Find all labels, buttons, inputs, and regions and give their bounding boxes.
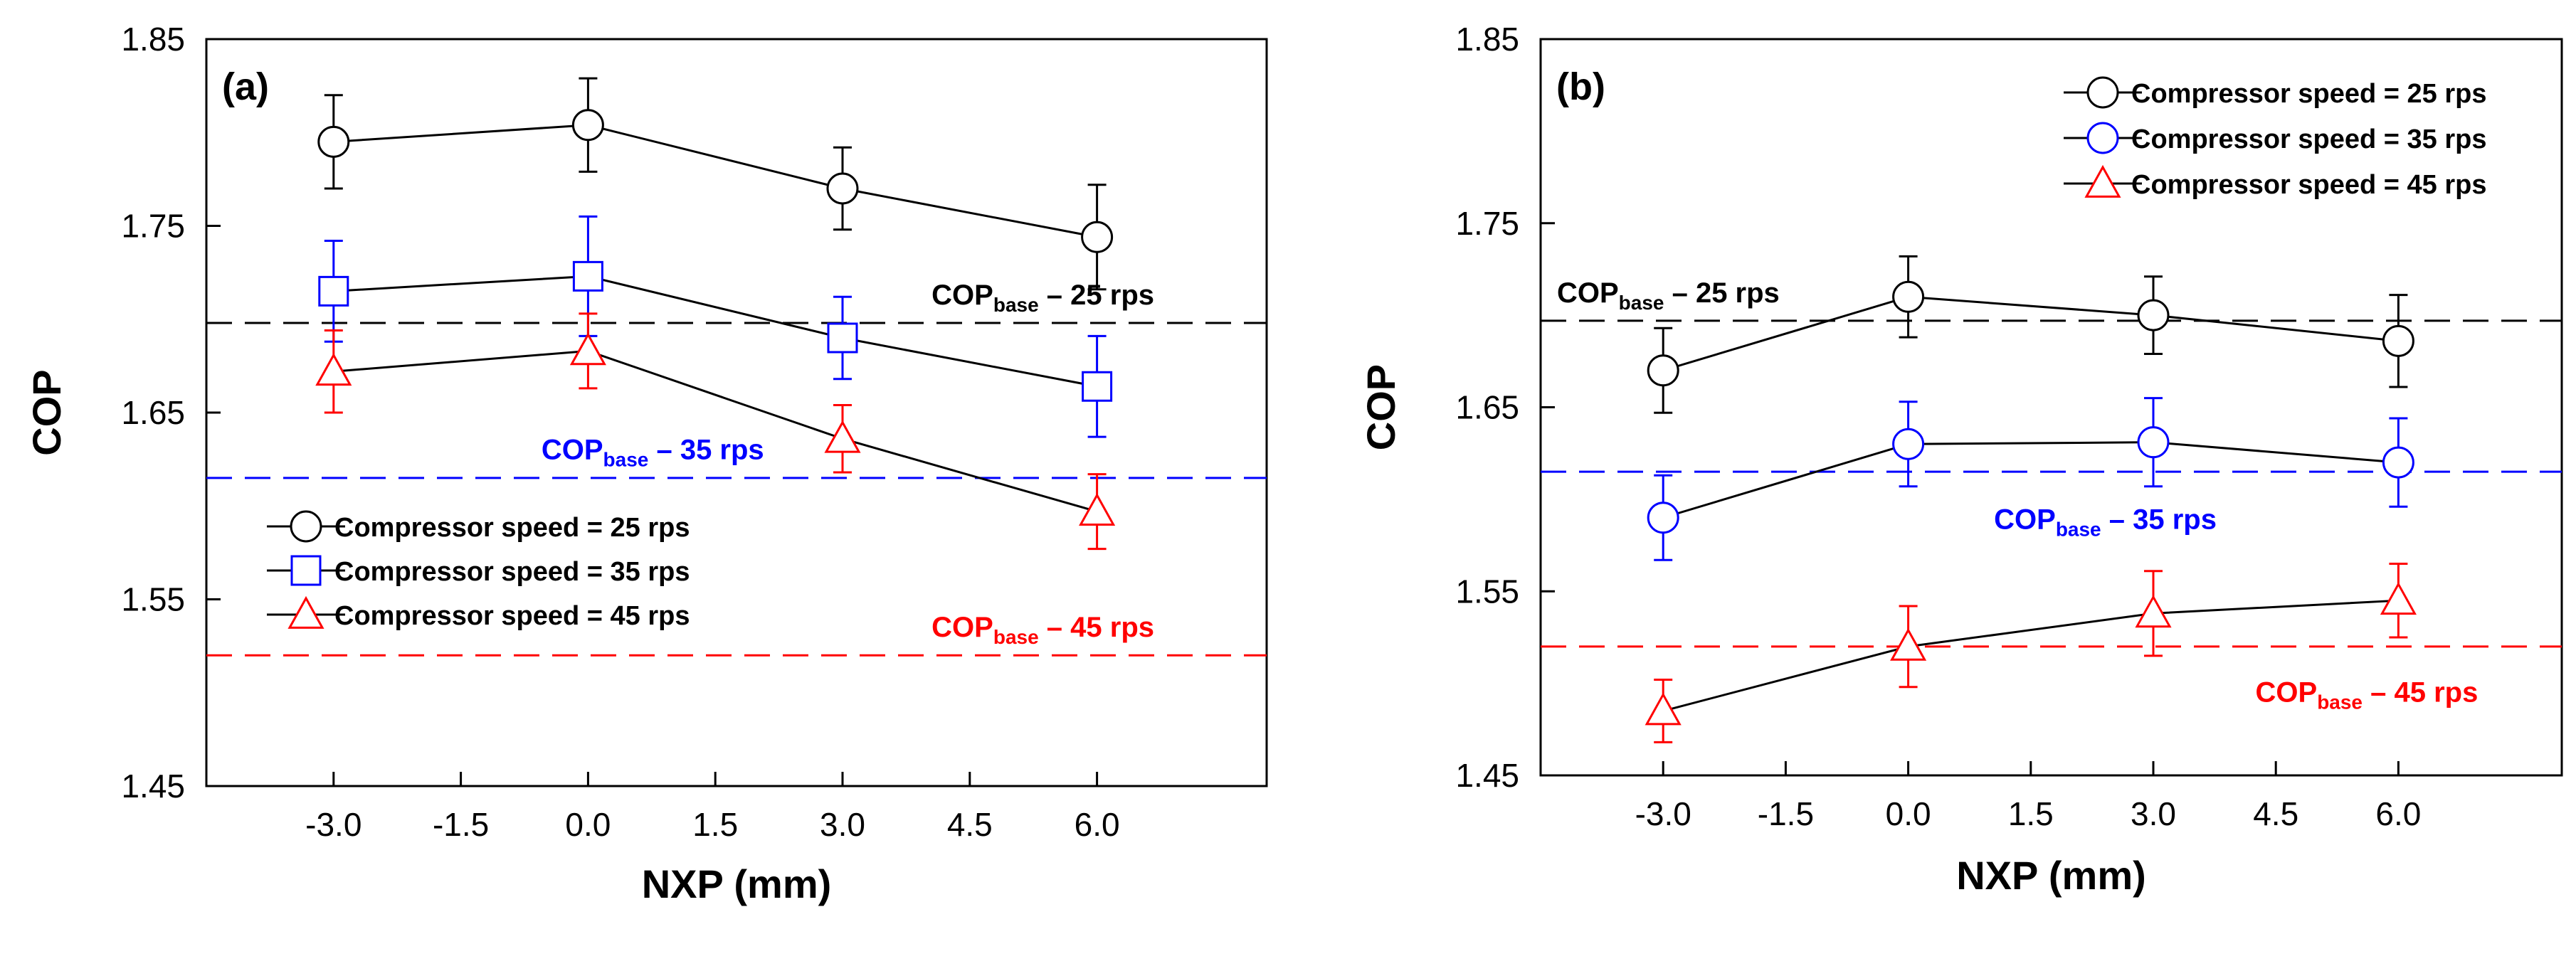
- x-tick-label: -1.5: [1758, 795, 1814, 832]
- series-1: [1647, 255, 2414, 414]
- y-tick-label: 1.45: [121, 768, 185, 805]
- x-axis-title: NXP (mm): [1956, 853, 2146, 898]
- cop-base-label: COPbase – 25 rps: [1557, 277, 1780, 314]
- y-tick-label: 1.45: [1455, 757, 1519, 794]
- series-line: [333, 124, 1097, 238]
- data-point: [569, 332, 606, 366]
- y-tick-label: 1.65: [121, 394, 185, 431]
- cop-base-label: COPbase – 35 rps: [1994, 504, 2217, 540]
- y-tick-label: 1.85: [121, 21, 185, 58]
- x-tick-label: -1.5: [433, 806, 489, 843]
- data-point: [2135, 595, 2172, 628]
- legend-marker: [287, 595, 324, 629]
- data-point: [572, 260, 603, 292]
- x-tick-label: 4.5: [947, 806, 993, 843]
- x-tick-label: 6.0: [1075, 806, 1120, 843]
- series-line: [1662, 441, 2399, 519]
- data-point: [1645, 692, 1682, 726]
- y-tick-label: 1.85: [1455, 21, 1519, 58]
- series-line: [333, 349, 1098, 513]
- y-tick-label: 1.55: [121, 581, 185, 618]
- legend-label: Compressor speed = 45 rps: [334, 601, 690, 631]
- data-point: [318, 275, 349, 307]
- legend-label: Compressor speed = 35 rps: [2131, 124, 2487, 154]
- data-point: [1892, 280, 1925, 313]
- y-tick-label: 1.55: [1455, 573, 1519, 610]
- data-point: [2137, 299, 2170, 331]
- y-tick-label: 1.75: [121, 208, 185, 245]
- data-point: [1081, 221, 1114, 253]
- x-tick-label: 0.0: [1886, 795, 1931, 832]
- x-tick-label: -3.0: [305, 806, 361, 843]
- legend-label: Compressor speed = 25 rps: [334, 513, 690, 543]
- x-tick-label: -3.0: [1635, 795, 1691, 832]
- y-tick-label: 1.65: [1455, 389, 1519, 426]
- cop-base-label: COPbase – 35 rps: [542, 435, 764, 471]
- panel-label: (a): [222, 65, 269, 108]
- cop-base-label: COPbase – 45 rps: [931, 612, 1154, 648]
- x-tick-label: 6.0: [2375, 795, 2421, 832]
- legend-marker: [290, 510, 322, 543]
- data-point: [1647, 502, 1679, 534]
- data-point: [2382, 324, 2414, 357]
- series-3: [1645, 562, 2417, 743]
- x-tick-label: 1.5: [2008, 795, 2054, 832]
- x-tick-label: 3.0: [820, 806, 865, 843]
- legend-marker: [290, 555, 322, 586]
- data-point: [1890, 627, 1927, 661]
- y-axis-title: COP: [24, 369, 69, 455]
- cop-base-label: COPbase – 25 rps: [931, 280, 1154, 316]
- data-point: [1892, 428, 1925, 460]
- data-point: [1079, 493, 1116, 526]
- data-point: [824, 420, 861, 453]
- series-line: [333, 275, 1097, 388]
- legend-marker: [2086, 122, 2119, 154]
- legend-label: Compressor speed = 45 rps: [2131, 170, 2487, 200]
- legend-label: Compressor speed = 35 rps: [334, 557, 690, 587]
- legend: Compressor speed = 25 rps Compressor spee…: [2064, 76, 2487, 200]
- data-point: [2137, 426, 2170, 459]
- chart-panel-b: -3.0 -1.5 0.0 1.5 3.0 4.5 6.0 1.45 1.55 1.65 1.75 1…: [1358, 21, 2563, 898]
- series-3: [315, 312, 1116, 551]
- panel-label: (b): [1556, 65, 1605, 108]
- data-point: [2382, 446, 2414, 479]
- plot-frame: [205, 38, 1268, 787]
- x-tick-label: 4.5: [2253, 795, 2298, 832]
- series-1: [317, 77, 1114, 291]
- chart-panel-a: -3.0 -1.5 0.0 1.5 3.0 4.5 6.0 1.45 1.55 1.65 1.75 1…: [24, 21, 1268, 906]
- legend-marker: [2086, 76, 2119, 109]
- data-point: [315, 353, 352, 386]
- x-tick-label: 0.0: [565, 806, 611, 843]
- data-point: [827, 322, 858, 354]
- series-2: [1647, 397, 2414, 561]
- data-point: [317, 125, 350, 158]
- series-line: [1662, 295, 2399, 372]
- y-axis-title: COP: [1358, 364, 1403, 450]
- series-2: [318, 215, 1113, 438]
- data-point: [1647, 354, 1679, 387]
- legend: Compressor speed = 25 rps Compressor spee…: [267, 510, 690, 631]
- data-point: [1082, 371, 1113, 402]
- data-point: [571, 109, 604, 142]
- y-tick-label: 1.75: [1455, 205, 1519, 242]
- cop-base-label: COPbase – 45 rps: [2256, 677, 2479, 713]
- legend-marker: [2084, 164, 2121, 198]
- series-line: [1662, 599, 2399, 712]
- x-tick-label: 3.0: [2131, 795, 2176, 832]
- data-point: [2380, 582, 2417, 615]
- data-point: [826, 172, 859, 205]
- x-tick-label: 1.5: [692, 806, 738, 843]
- x-axis-title: NXP (mm): [642, 861, 832, 906]
- legend-label: Compressor speed = 25 rps: [2131, 79, 2487, 109]
